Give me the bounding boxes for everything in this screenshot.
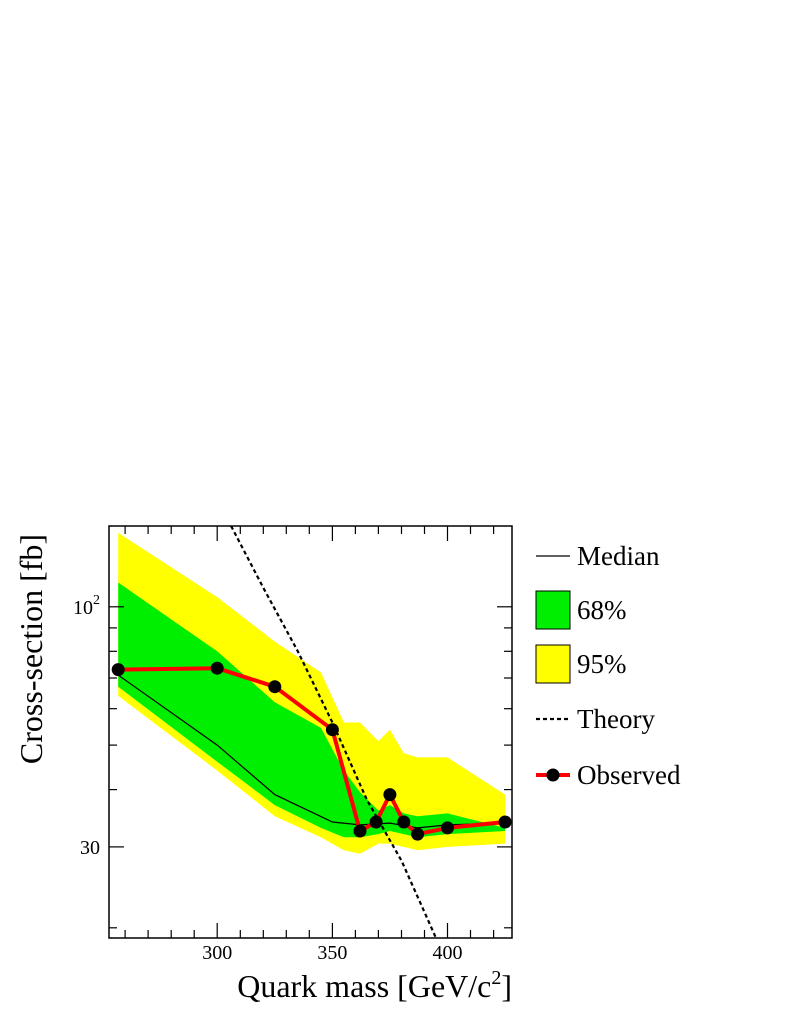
x-tick-label: 300 (202, 942, 232, 964)
legend-item-95-pct: 95% (535, 644, 627, 684)
observed-point (397, 815, 411, 829)
tick-labels: 300 350 400 102 30 (73, 593, 463, 964)
band-68 (118, 582, 506, 838)
plot-frame (108, 525, 513, 939)
legend-swatch-band (535, 590, 571, 630)
observed-point (210, 661, 224, 675)
y-tick-label: 102 (73, 593, 100, 619)
x-tick-label: 350 (317, 942, 347, 964)
legend-item-theory: Theory (536, 704, 655, 734)
legend-item-median: Median (536, 541, 660, 571)
observed-point (325, 723, 339, 737)
x-axis-label-end: ] (501, 968, 512, 1004)
x-axis-label: Quark mass [GeV/c2] (237, 967, 512, 1004)
observed-point (111, 663, 125, 677)
legend-item-68-pct: 68% (535, 590, 627, 630)
x-axis-label-main: Quark mass [GeV/c (237, 968, 491, 1004)
observed-point (498, 815, 512, 829)
y-tick-label: 30 (80, 837, 100, 859)
observed-point (411, 827, 425, 841)
y-tick-label-exp: 2 (93, 593, 100, 608)
observed-point (268, 680, 282, 694)
observed-point (353, 824, 367, 838)
observed-point (383, 788, 397, 802)
observed-point (369, 815, 383, 829)
legend-item-observed: Observed (536, 760, 681, 790)
x-axis-label-sup: 2 (491, 967, 501, 989)
y-tick-label-base: 10 (73, 597, 93, 619)
observed-point (441, 821, 454, 835)
legend-label: 68% (577, 595, 627, 625)
band-95 (118, 532, 506, 854)
axis-ticks (109, 526, 512, 938)
legend-label: 95% (577, 649, 627, 679)
legend-label: Observed (577, 760, 681, 790)
legend-label: Median (577, 541, 660, 571)
legend-swatch-band (535, 644, 571, 684)
legend-swatch-observed-marker (546, 768, 560, 782)
y-axis-label: Cross-section [fb] (13, 534, 49, 764)
plot-data (111, 526, 512, 938)
legend: Median 68% 95% Theory Observed (535, 541, 681, 790)
y-tick-label-base: 30 (80, 837, 100, 859)
x-tick-label: 400 (433, 942, 463, 964)
legend-label: Theory (577, 704, 655, 734)
